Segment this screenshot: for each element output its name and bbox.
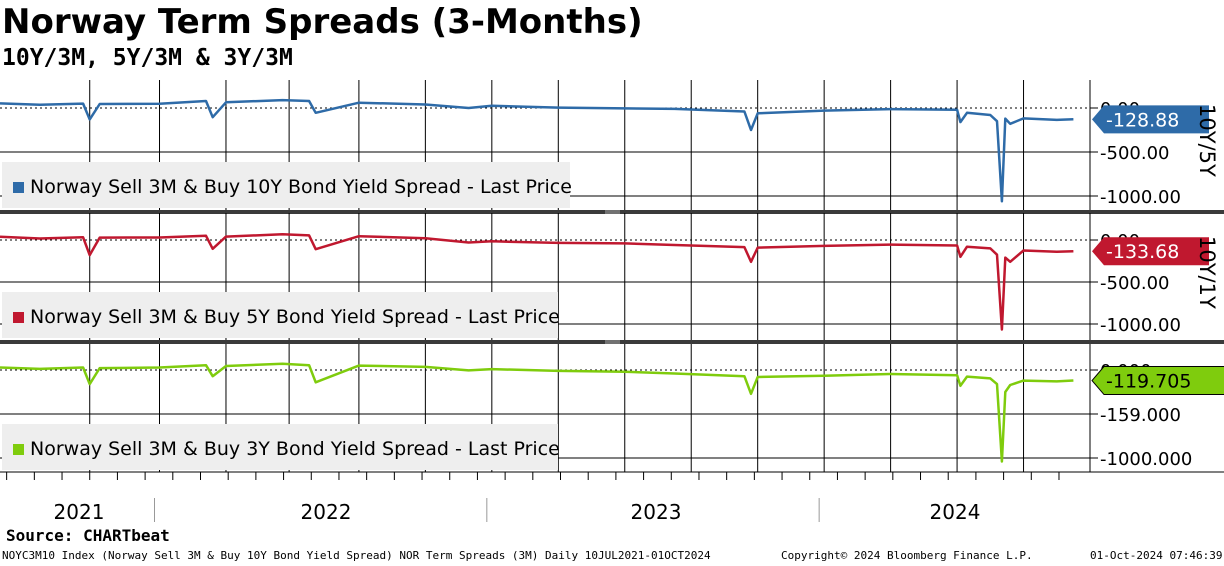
legend-box xyxy=(2,162,570,208)
x-tick-label-year: 2023 xyxy=(631,500,682,524)
side-label-10y5y: 10Y/5Y xyxy=(1195,104,1219,177)
legend-swatch xyxy=(13,312,24,323)
y-tick-label: -500.00 xyxy=(1100,143,1169,164)
legend-label: Norway Sell 3M & Buy 3Y Bond Yield Sprea… xyxy=(30,438,560,460)
footer-copyright: Copyright© 2024 Bloomberg Finance L.P. xyxy=(781,549,1033,562)
source-note: Source: CHARTbeat xyxy=(6,526,170,545)
footer-description: NOYC3M10 Index (Norway Sell 3M & Buy 10Y… xyxy=(2,549,711,562)
footer-timestamp: 01-Oct-2024 07:46:39 xyxy=(1090,549,1223,562)
legend-label: Norway Sell 3M & Buy 5Y Bond Yield Sprea… xyxy=(30,306,560,328)
series-line-1 xyxy=(0,98,1074,203)
legend-swatch xyxy=(13,444,24,455)
x-tick-label-year: 2024 xyxy=(930,500,981,524)
last-value-label: -128.88 xyxy=(1106,109,1179,131)
chart-title: Norway Term Spreads (3-Months) xyxy=(2,2,643,42)
last-value-tag xyxy=(1092,105,1209,134)
x-tick-label-year: 2022 xyxy=(301,500,352,524)
legend-label: Norway Sell 3M & Buy 10Y Bond Yield Spre… xyxy=(30,176,572,198)
y-tick-label: -500.00 xyxy=(1100,273,1169,294)
y-tick-label: -1000.00 xyxy=(1100,187,1181,208)
y-tick-label: -159.000 xyxy=(1100,405,1181,426)
x-tick-label-year: 2021 xyxy=(54,500,105,524)
panel-separator xyxy=(0,340,1224,344)
last-value-tag xyxy=(1091,366,1224,396)
y-tick-label: -1000.000 xyxy=(1100,449,1192,470)
legend-box xyxy=(2,292,558,338)
panel-separator xyxy=(0,210,1224,214)
chart-subtitle: 10Y/3M, 5Y/3M & 3Y/3M xyxy=(2,45,293,71)
side-label-10y1y: 10Y/1Y xyxy=(1195,236,1219,309)
last-value-tag xyxy=(1092,237,1209,266)
series-line-3 xyxy=(0,362,1074,463)
last-value-label: -133.68 xyxy=(1106,241,1179,263)
y-tick-label: -1000.00 xyxy=(1100,315,1181,336)
series-line-2 xyxy=(0,233,1074,331)
legend-swatch xyxy=(13,182,24,193)
legend-box xyxy=(2,424,558,470)
last-value-label: -119.705 xyxy=(1106,371,1191,393)
